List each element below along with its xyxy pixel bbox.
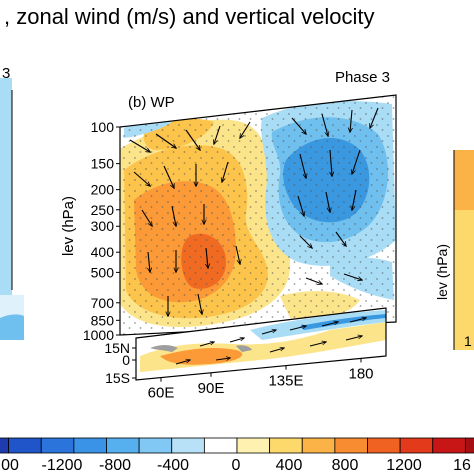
lat-tick-label: 15S (105, 370, 130, 386)
lev-tick-label: 850 (91, 312, 115, 328)
colorbar-tick-label: 16 (453, 457, 471, 474)
colorbar-box (73, 437, 107, 454)
main-ylabel: lev (hPa) (60, 196, 77, 256)
colorbar-tick-label: 00 (1, 457, 19, 474)
colorbar-tick-label: 0 (232, 457, 241, 474)
lat-tick-label: 0 (122, 352, 130, 368)
lev-tick-label: 500 (91, 264, 115, 280)
lev-tick-label: 700 (91, 295, 115, 311)
colorbar-tick-label: -400 (157, 457, 189, 474)
colorbar-box (301, 437, 336, 454)
colorbar-box (8, 437, 42, 454)
colorbar-box (367, 437, 401, 454)
colorbar-box (0, 437, 10, 454)
panel-label: (b) WP (128, 94, 175, 111)
right-panel-fragment: lev (hPa) 1 (434, 150, 474, 350)
lon-tick-label: 180 (348, 365, 373, 382)
left-panel-fragment: 3 (0, 65, 24, 340)
right-panel-tick-fragment: 1 (464, 333, 472, 349)
figure-title: , zonal wind (m/s) and vertical velocity (4, 4, 374, 29)
colorbar-box (138, 437, 173, 454)
main-field (120, 95, 396, 335)
phase-label: Phase 3 (335, 69, 390, 86)
colorbar-box (203, 437, 238, 454)
colorbar-tick-label: -1200 (42, 457, 83, 474)
colorbar-box (40, 437, 75, 454)
main-panel: (b) WP Phase 3 lev (hPa) 100 150 200 250300… (60, 69, 397, 343)
colorbar-box (269, 437, 303, 454)
colorbar-tick-label: -800 (99, 457, 131, 474)
lev-tick-label: 100 (91, 119, 115, 135)
colorbar-box (399, 437, 434, 454)
lat-tick-label: 15N (104, 340, 130, 356)
colorbar-box (171, 437, 205, 454)
colorbar-tick-label: 400 (276, 457, 303, 474)
lon-tick-label: 135E (268, 373, 303, 390)
lev-tick-label: 200 (91, 182, 115, 198)
left-panel-phase-fragment: 3 (2, 65, 10, 82)
main-panel-frame (119, 94, 397, 336)
colorbar-tick-label: 1200 (386, 457, 422, 474)
colorbar: 00 -1200 -800 -400 0 400 800 1200 16 (0, 437, 474, 474)
colorbar-box (432, 437, 466, 454)
colorbar-box (236, 437, 271, 454)
lon-tick-label: 60E (148, 385, 175, 402)
colorbar-box (464, 437, 474, 454)
colorbar-box (106, 437, 140, 454)
lev-tick-label: 250 (91, 202, 115, 218)
lon-tick-label: 90E (198, 380, 225, 397)
lev-tick-label: 400 (91, 244, 115, 260)
colorbar-box (334, 437, 368, 454)
lev-tick-label: 150 (91, 156, 115, 172)
right-panel-ylabel: lev (hPa) (434, 244, 450, 300)
colorbar-tick-label: 800 (332, 457, 359, 474)
lon-axis: 60E 90E 135E 180 (148, 358, 374, 402)
map-panel-frame (135, 307, 387, 381)
lev-tick-label: 1000 (83, 327, 114, 343)
lev-tick-label: 300 (91, 218, 115, 234)
